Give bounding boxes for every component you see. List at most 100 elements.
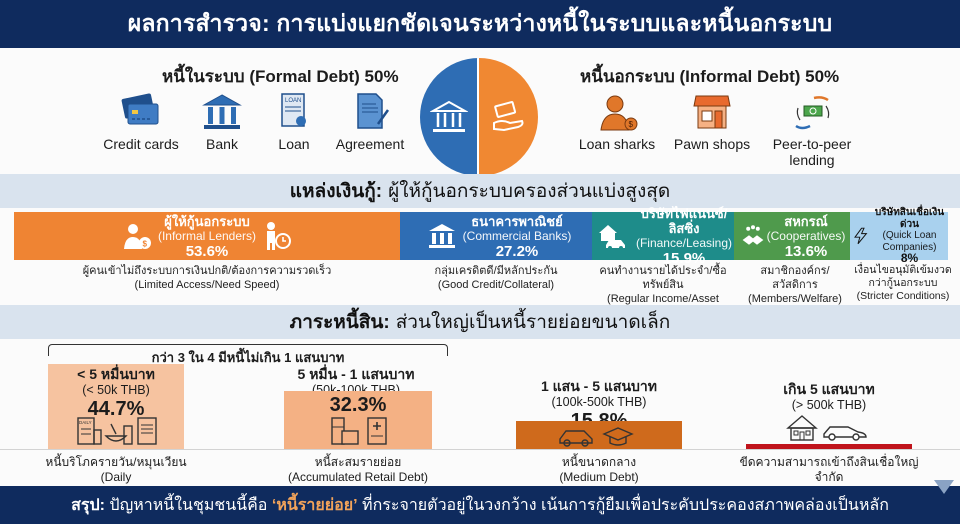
formal-item-agreement: Agreement bbox=[330, 92, 410, 152]
informal-item-label-line1: Peer-to-peer bbox=[772, 136, 852, 152]
segment-percent: 15.9% bbox=[662, 250, 706, 267]
segment-title-th: สหกรณ์ bbox=[784, 213, 828, 229]
caption-th: หนี้สะสมรายย่อย bbox=[314, 455, 402, 469]
bucket-percent: 32.3% bbox=[329, 394, 387, 416]
bucket-range-th: เกิน 5 แสนบาท bbox=[783, 381, 875, 397]
bucket-range-en: (100k-500k THB) bbox=[551, 395, 647, 409]
segment-title-en: (Cooperatives) bbox=[766, 228, 846, 243]
svg-text:$: $ bbox=[629, 120, 634, 129]
bucket-title-under-50k: < 5 หมื่นบาท (< 50k THB) 44.7% bbox=[48, 366, 184, 420]
bucket-bar-100k-500k bbox=[516, 421, 682, 449]
formal-debt-title: หนี้ในระบบ (Formal Debt) 50% bbox=[162, 67, 399, 86]
svg-text:LOAN: LOAN bbox=[285, 98, 301, 104]
bucket-range-en: (< 50k THB) bbox=[82, 383, 150, 397]
bucket-range-th: < 5 หมื่นบาท bbox=[77, 366, 155, 382]
daily-consumption-icons: DAILY bbox=[77, 417, 157, 445]
informal-item-label: Pawn shops bbox=[673, 136, 751, 152]
informal-item-label-line2: lending bbox=[789, 152, 835, 168]
summary-text-1: ปัญหาหนี้ในชุมชนนี้คือ bbox=[109, 496, 268, 514]
source-caption-coops: สมาชิกองค์กร/สวัสดิการ (Members/Welfare) bbox=[740, 264, 850, 306]
caption-th: คนทำงานรายได้ประจำ/ซื้อทรัพย์สิน bbox=[599, 265, 727, 291]
source-segment-cooperatives: สหกรณ์ (Cooperatives) 13.6% bbox=[734, 212, 850, 260]
bank-icon bbox=[429, 100, 468, 132]
svg-text:$: $ bbox=[142, 240, 147, 249]
car-graduation-icons bbox=[559, 427, 634, 447]
bucket-percent: 44.7% bbox=[87, 398, 145, 420]
caption-en: (Medium Debt) bbox=[559, 470, 639, 484]
burden-heading-subtitle: ส่วนใหญ่เป็นหนี้รายย่อยขนาดเล็ก bbox=[395, 312, 671, 333]
caption-th-line2: กว่ากู้นอกระบบ bbox=[868, 277, 938, 289]
agreement-icon bbox=[357, 93, 390, 129]
summary-highlight: ‘หนี้รายย่อย’ bbox=[271, 496, 358, 514]
informal-item-label: Loan sharks bbox=[578, 136, 656, 152]
person-clock-icon bbox=[267, 222, 292, 250]
bucket-title-over-500k: เกิน 5 แสนบาท (> 500k THB) bbox=[746, 381, 912, 413]
segment-title-en-line2: Companies) bbox=[882, 241, 937, 253]
source-segment-quick-loan: บริษัทสินเชื่อเงินด่วน (Quick Loan Compa… bbox=[850, 207, 948, 264]
bank-icon bbox=[428, 224, 455, 248]
formal-item-credit-cards: Credit cards bbox=[96, 92, 186, 152]
segment-percent: 27.2% bbox=[495, 242, 539, 260]
segment-title-th: บริษัทไฟแนนซ์/ลิสซิ่ง bbox=[640, 206, 728, 236]
formal-item-label: Bank bbox=[206, 136, 238, 152]
caption-th: หนี้บริโภครายวัน/หมุนเวียน bbox=[45, 455, 187, 469]
lightning-icon bbox=[854, 227, 868, 245]
caption-en: (Limited Access/Need Speed) bbox=[134, 279, 280, 291]
informal-debt-icons: $ Loan sharks Pawn shops Peer-to-peer len… bbox=[572, 92, 862, 168]
bracket-label: กว่า 3 ใน 4 มีหนี้ไม่เกิน 1 แสนบาท bbox=[151, 350, 345, 365]
caption-th: กลุ่มเครดิตดี/มีหลักประกัน bbox=[434, 265, 558, 277]
caption-en: (Accumulated Retail Debt) bbox=[287, 470, 429, 484]
bracket-line bbox=[48, 344, 448, 356]
informal-debt-title: หนี้นอกระบบ (Informal Debt) 50% bbox=[580, 67, 840, 86]
bucket-caption-50k-100k: หนี้สะสมรายย่อย (Accumulated Retail Debt… bbox=[280, 455, 436, 485]
credit-card-icon bbox=[121, 93, 159, 125]
segment-percent: 13.6% bbox=[784, 242, 828, 260]
segment-percent: 8% bbox=[900, 251, 919, 266]
formal-item-label: Agreement bbox=[335, 136, 405, 152]
sources-heading: แหล่งเงินกู้: ผู้ให้กู้นอกระบบครองส่วนแบ… bbox=[0, 174, 960, 208]
source-segment-finance-leasing: บริษัทไฟแนนซ์/ลิสซิ่ง (Finance/Leasing) … bbox=[592, 206, 734, 266]
bucket-range-en: (> 500k THB) bbox=[791, 398, 867, 412]
handshake-people-icon bbox=[742, 225, 764, 245]
summary-text-2: ที่กระจายตัวอยู่ในวงกว้าง เน้นการกู้ยืมเ… bbox=[362, 496, 889, 514]
bucket-percent-50k-100k: 32.3% bbox=[284, 394, 432, 416]
bucket-caption-100k-500k: หนี้ขนาดกลาง (Medium Debt) bbox=[500, 455, 698, 485]
informal-item-peer-lending: Peer-to-peer lending bbox=[762, 92, 862, 168]
loan-document-icon: LOAN bbox=[281, 93, 306, 127]
segment-title-en: (Quick Loan bbox=[882, 230, 937, 242]
caption-en: (Good Credit/Collateral) bbox=[437, 279, 555, 291]
peer-lending-icon bbox=[795, 96, 830, 130]
caption-en: (Stricter Conditions) bbox=[856, 290, 950, 302]
pawn-shop-icon bbox=[693, 95, 731, 129]
corner-decoration bbox=[934, 480, 954, 494]
sources-heading-label: แหล่งเงินกู้: bbox=[289, 181, 383, 202]
caption-th: สมาชิกองค์กร/สวัสดิการ bbox=[760, 265, 830, 291]
informal-item-loan-sharks: $ Loan sharks bbox=[572, 92, 662, 168]
source-segment-informal-lenders: $ ผู้ให้กู้นอกระบบ (Informal Lenders) 53… bbox=[14, 212, 400, 260]
segment-title-th: ผู้ให้กู้นอกระบบ bbox=[164, 213, 250, 229]
segment-title-en: (Commercial Banks) bbox=[462, 228, 572, 243]
burden-heading: ภาระหนี้สิน: ส่วนใหญ่เป็นหนี้รายย่อยขนาด… bbox=[0, 305, 960, 339]
informal-item-pawn-shops: Pawn shops bbox=[662, 92, 762, 168]
formal-informal-pie bbox=[420, 58, 538, 176]
caption-en: (Members/Welfare) bbox=[748, 293, 842, 305]
formal-item-loan: LOAN Loan bbox=[258, 92, 330, 152]
burden-heading-label: ภาระหนี้สิน: bbox=[289, 312, 390, 333]
source-caption-quick: เงื่อนไขอนุมัติเข้มงวด กว่ากู้นอกระบบ (S… bbox=[850, 264, 956, 303]
house-car-icons bbox=[786, 415, 867, 441]
formal-debt-icons: Credit cards Bank LOAN Loan Agreement bbox=[96, 92, 410, 152]
source-caption-banks: กลุ่มเครดิตดี/มีหลักประกัน (Good Credit/… bbox=[408, 264, 584, 292]
bucket-bar-over-500k bbox=[746, 444, 912, 450]
house-car-icon bbox=[599, 225, 625, 250]
loan-shark-icon: $ bbox=[600, 95, 638, 131]
source-segment-commercial-banks: ธนาคารพาณิชย์ (Commercial Banks) 27.2% bbox=[400, 212, 592, 260]
segment-title-th: ธนาคารพาณิชย์ bbox=[471, 213, 563, 229]
bank-icon bbox=[202, 94, 242, 129]
source-caption-informal: ผู้คนเข้าไม่ถึงระบบการเงินปกติ/ต้องการคว… bbox=[14, 264, 400, 292]
svg-text:DAILY: DAILY bbox=[79, 420, 92, 425]
segment-title-en: (Finance/Leasing) bbox=[635, 236, 733, 250]
cash-hand-icon bbox=[492, 101, 523, 132]
formal-item-label: Credit cards bbox=[103, 136, 179, 152]
pie-formal-half bbox=[420, 58, 479, 176]
